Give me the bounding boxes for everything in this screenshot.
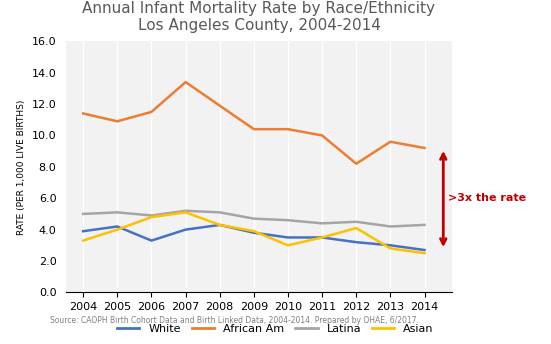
Text: Source: CAOPH Birth Cohort Data and Birth Linked Data, 2004-2014. Prepared by OH: Source: CAOPH Birth Cohort Data and Birt… xyxy=(50,316,418,325)
Text: >3x the rate: >3x the rate xyxy=(449,193,527,203)
Y-axis label: RATE (PER 1,000 LIVE BIRTHS): RATE (PER 1,000 LIVE BIRTHS) xyxy=(17,99,26,235)
Legend: White, African Am, Latina, Asian: White, African Am, Latina, Asian xyxy=(113,320,438,338)
Title: Annual Infant Mortality Rate by Race/Ethnicity
Los Angeles County, 2004-2014: Annual Infant Mortality Rate by Race/Eth… xyxy=(83,1,435,33)
